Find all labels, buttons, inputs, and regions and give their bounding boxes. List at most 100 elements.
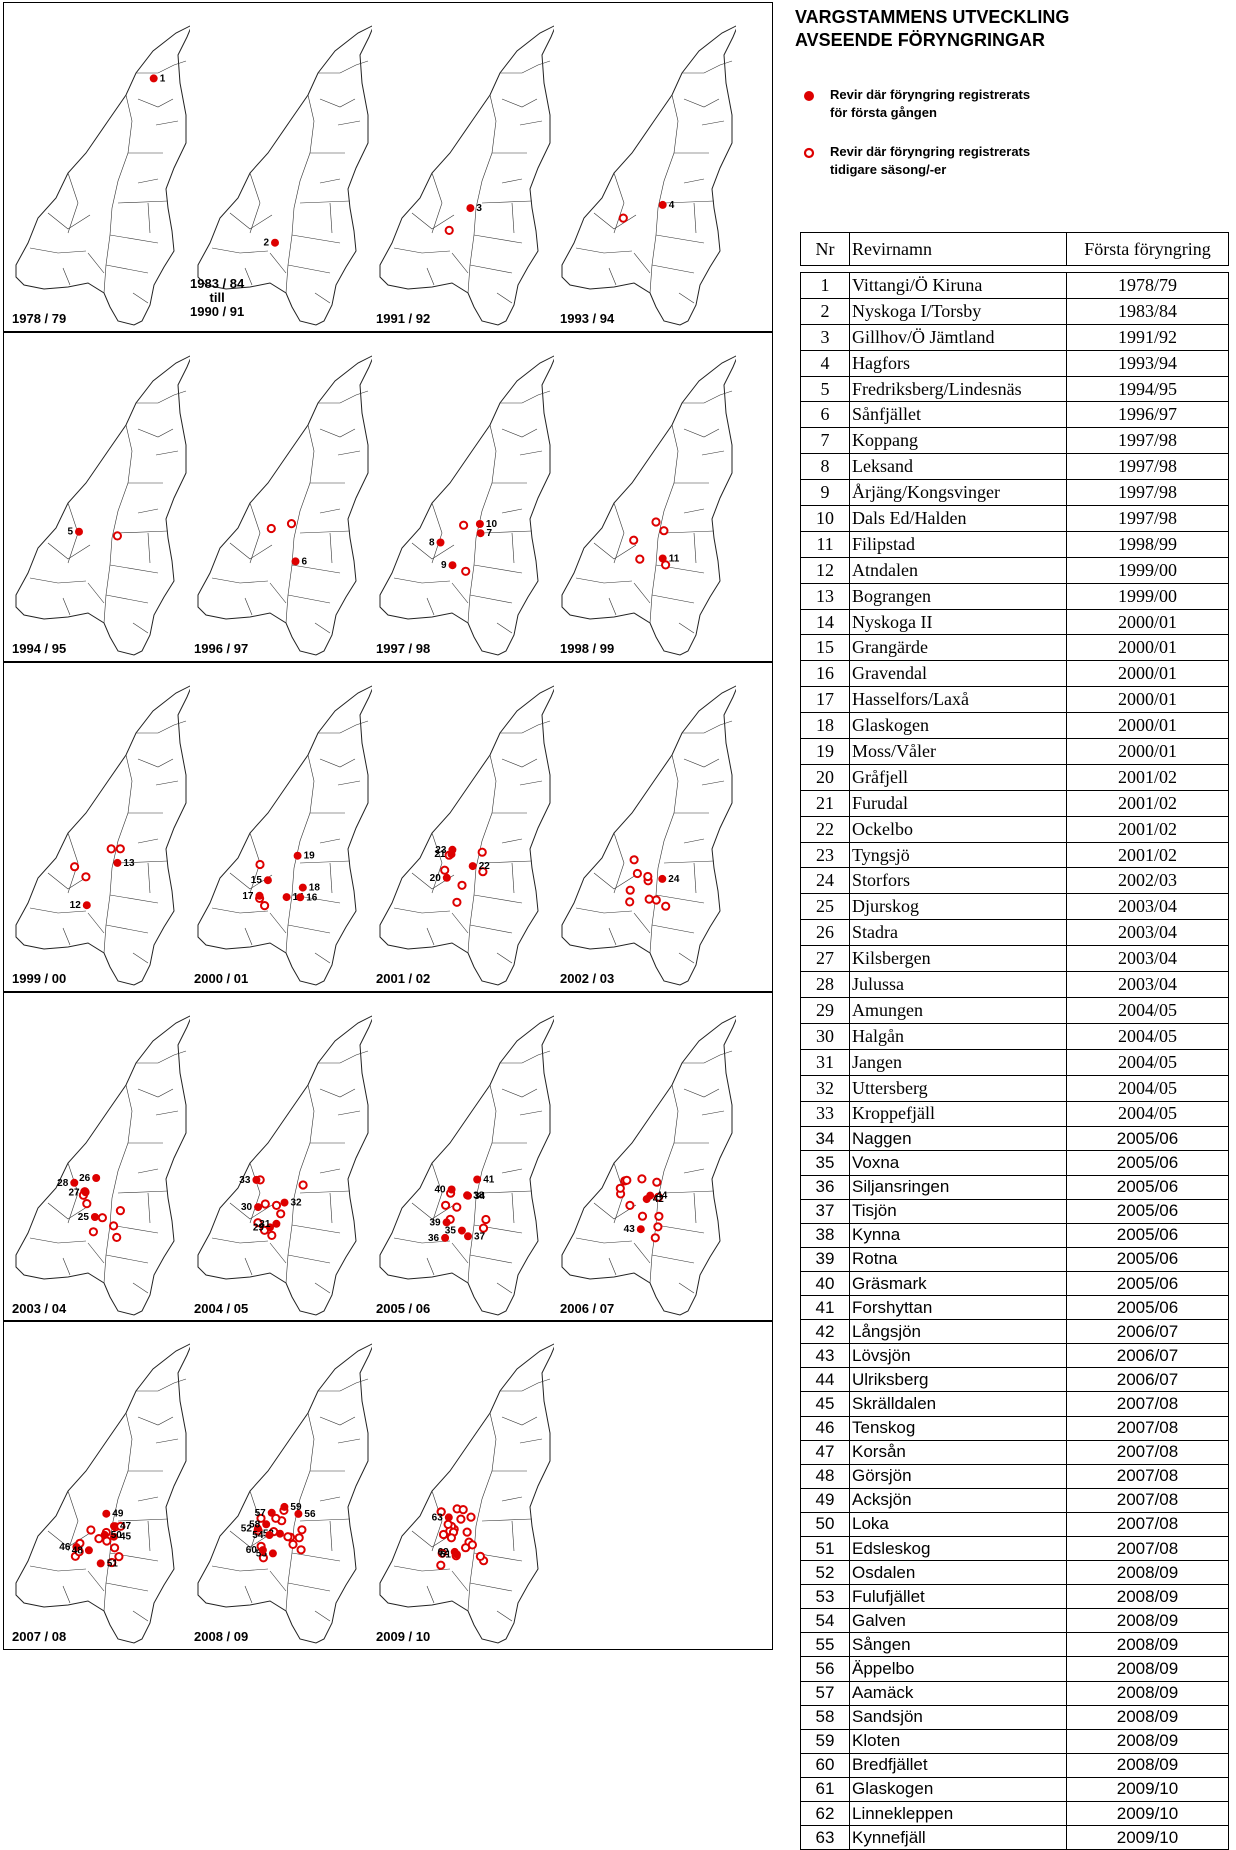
- cell-forsta-foryngring: 1998/99: [1066, 530, 1229, 558]
- cell-forsta-foryngring: 2008/09: [1066, 1752, 1229, 1778]
- table-row: 42 Långsjön 2006/07: [800, 1319, 1229, 1345]
- cell-nr: 8: [800, 453, 850, 481]
- cell-nr: 22: [800, 815, 850, 843]
- region-border: [117, 530, 169, 534]
- territory-number-label: 32: [291, 1198, 303, 1209]
- country-outline: [197, 1343, 372, 1644]
- region-border: [319, 1496, 341, 1502]
- header-revirnamn: Revirnamn: [849, 232, 1067, 266]
- cell-nr: 59: [800, 1728, 850, 1754]
- region-border: [117, 1518, 169, 1522]
- table-row: 58 Sandsjön 2008/09: [800, 1704, 1229, 1730]
- region-border: [285, 1084, 315, 1284]
- cell-nr: 42: [800, 1319, 850, 1345]
- cell-revirnamn: Linnekleppen: [849, 1801, 1067, 1827]
- region-border: [314, 1282, 331, 1294]
- new-territory-marker: [280, 1198, 289, 1207]
- region-border: [393, 907, 451, 914]
- region-border: [500, 390, 551, 404]
- new-territory-marker: [266, 1223, 274, 1232]
- cell-forsta-foryngring: 2000/01: [1066, 686, 1229, 714]
- cell-revirnamn: Lövsjön: [849, 1343, 1067, 1369]
- earlier-territory-marker: [298, 1180, 308, 1190]
- region-border: [29, 1565, 87, 1572]
- region-border: [117, 860, 169, 864]
- territory-number-label: 54: [252, 1530, 264, 1541]
- region-border: [693, 1192, 697, 1224]
- region-border: [147, 862, 151, 894]
- region-border: [314, 292, 331, 304]
- earlier-territory-marker: [106, 844, 116, 854]
- new-territory-marker: [254, 1203, 263, 1212]
- table-row: 46 Tenskog 2007/08: [800, 1415, 1229, 1441]
- new-territory-marker: [149, 74, 158, 83]
- table-row: 6 Sånfjället 1996/97: [800, 401, 1229, 429]
- region-border: [519, 1110, 543, 1116]
- region-border: [683, 428, 720, 438]
- cell-revirnamn: Furudal: [849, 789, 1067, 817]
- table-row: 57 Aamäck 2008/09: [800, 1680, 1229, 1706]
- map-panel-row: [3, 2, 773, 332]
- cell-forsta-foryngring: 1999/00: [1066, 582, 1229, 610]
- region-border: [701, 780, 725, 786]
- cell-forsta-foryngring: 2007/08: [1066, 1511, 1229, 1537]
- region-border: [500, 1050, 551, 1064]
- region-border: [319, 1168, 341, 1174]
- region-border: [137, 428, 174, 438]
- season-label: 1983 / 84 till 1990 / 91: [190, 276, 245, 319]
- region-border: [117, 1190, 169, 1194]
- header-forsta: Första föryngring: [1066, 232, 1229, 266]
- cell-forsta-foryngring: 2003/04: [1066, 893, 1229, 921]
- region-border: [451, 912, 469, 934]
- region-border: [319, 508, 341, 514]
- new-territory-marker: [646, 1191, 655, 1200]
- cell-revirnamn: Jangen: [849, 1048, 1067, 1076]
- region-border: [136, 60, 187, 74]
- cell-nr: 2: [800, 297, 850, 325]
- cell-nr: 63: [800, 1825, 850, 1850]
- territory-number-label: 49: [112, 1509, 124, 1520]
- region-border: [426, 1585, 435, 1604]
- season-map: 24 2002 / 03: [554, 663, 736, 991]
- territory-number-label: 63: [432, 1512, 444, 1523]
- new-territory-marker: [442, 1218, 451, 1227]
- cell-nr: 36: [800, 1174, 850, 1200]
- region-border: [701, 120, 725, 126]
- cell-revirnamn: Djurskog: [849, 893, 1067, 921]
- country-outline: [197, 1015, 372, 1316]
- cell-nr: 13: [800, 582, 850, 610]
- region-border: [62, 1257, 71, 1276]
- cell-forsta-foryngring: 2008/09: [1066, 1584, 1229, 1610]
- region-border: [519, 450, 543, 456]
- cell-revirnamn: Naggen: [849, 1126, 1067, 1152]
- region-border: [329, 862, 333, 894]
- cell-forsta-foryngring: 2003/04: [1066, 919, 1229, 947]
- earlier-territory-marker: [267, 1230, 277, 1240]
- region-border: [496, 622, 513, 634]
- earlier-territory-marker: [478, 1223, 489, 1233]
- region-border: [211, 577, 269, 584]
- table-row: 28 Julussa 2003/04: [800, 971, 1229, 998]
- region-border: [269, 1570, 287, 1592]
- title-line-1: VARGSTAMMENS UTVECKLING: [795, 7, 1070, 27]
- territory-number-label: 59: [290, 1502, 302, 1513]
- region-border: [431, 172, 443, 234]
- region-border: [147, 202, 151, 234]
- territory-number-label: 61: [440, 1550, 452, 1561]
- region-border: [519, 780, 543, 786]
- region-border: [469, 264, 513, 274]
- region-border: [319, 1416, 356, 1426]
- cell-nr: 5: [800, 375, 850, 403]
- region-border: [613, 502, 625, 564]
- region-border: [633, 1242, 651, 1264]
- region-border: [575, 247, 633, 254]
- table-row: 52 Osdalen 2008/09: [800, 1560, 1229, 1586]
- region-border: [87, 1570, 105, 1592]
- table-row: 12 Atndalen 1999/00: [800, 556, 1229, 584]
- cell-forsta-foryngring: 2005/06: [1066, 1174, 1229, 1200]
- cell-nr: 11: [800, 530, 850, 558]
- season-label: 1999 / 00: [12, 971, 67, 986]
- cell-forsta-foryngring: 2005/06: [1066, 1126, 1229, 1152]
- cell-revirnamn: Tenskog: [849, 1415, 1067, 1441]
